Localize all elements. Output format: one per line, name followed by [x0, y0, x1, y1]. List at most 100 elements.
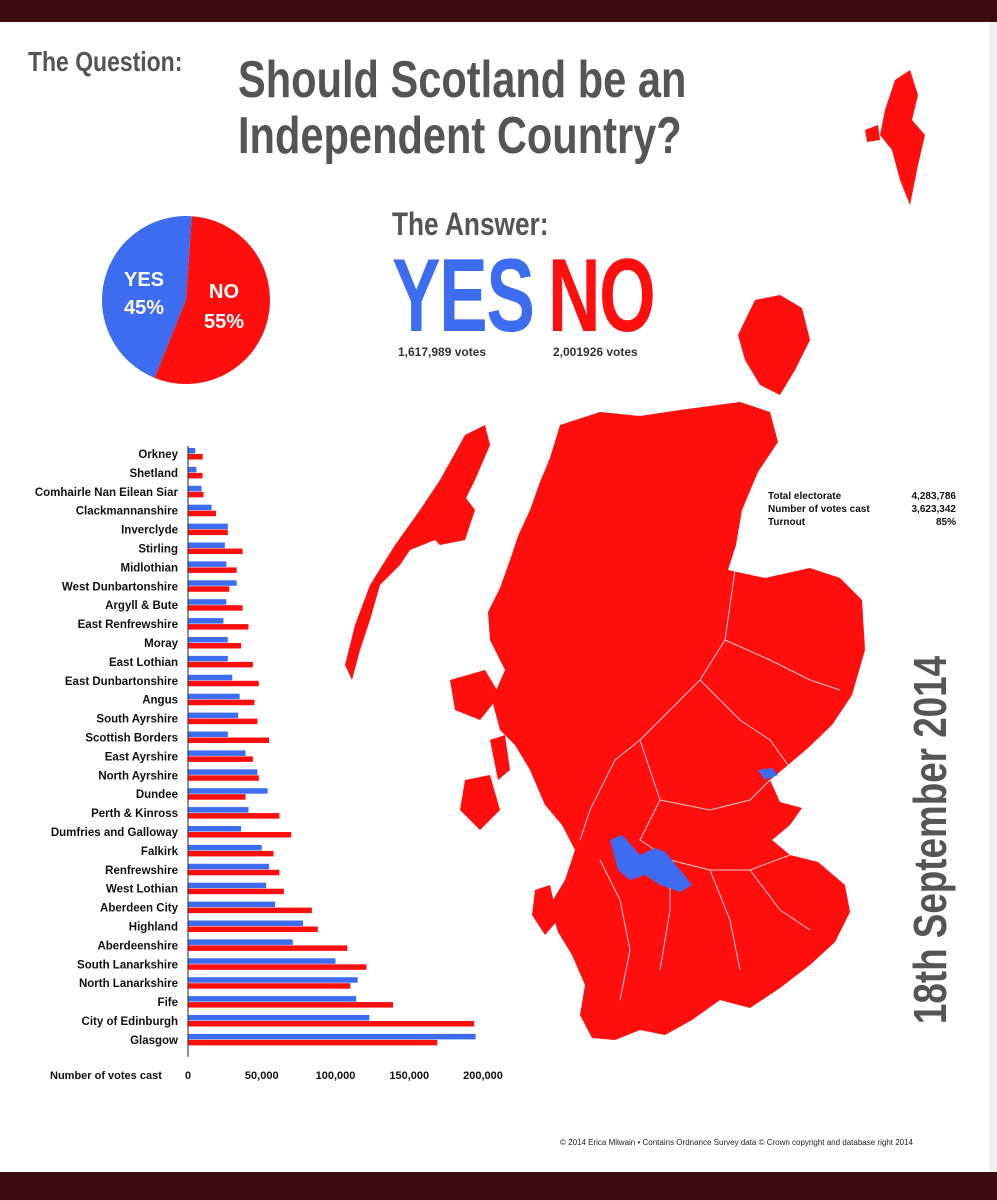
- x-tick-label: 100,000: [316, 1070, 356, 1082]
- bar-yes: [188, 731, 228, 737]
- bar-no: [188, 491, 204, 498]
- category-label: Glasgow: [130, 1035, 178, 1047]
- bar-yes: [188, 807, 249, 813]
- category-label: North Lanarkshire: [79, 978, 178, 990]
- bar-no: [188, 643, 242, 649]
- bar-yes: [188, 523, 228, 530]
- stat-row-turnout: Turnout 85%: [768, 516, 956, 529]
- bar-no: [188, 529, 228, 536]
- pie-no-label: NO: [209, 281, 239, 303]
- pie-slice-no: [154, 216, 270, 384]
- islay-island: [460, 775, 500, 830]
- bar-yes: [188, 750, 246, 756]
- category-label: East Renfrewshire: [78, 619, 178, 631]
- bar-no: [188, 983, 351, 989]
- bar-yes: [188, 958, 336, 964]
- category-label: Inverclyde: [121, 525, 178, 537]
- pie-slice-yes: [102, 216, 192, 378]
- bar-yes: [188, 844, 262, 851]
- category-label: Dundee: [136, 789, 178, 801]
- category-label: Argyll & Bute: [105, 600, 178, 612]
- x-tick-label: 200,000: [463, 1070, 503, 1082]
- bar-no: [188, 1021, 475, 1027]
- category-label: Scottish Borders: [85, 733, 178, 745]
- category-label: Angus: [142, 695, 178, 707]
- category-label: Shetland: [129, 468, 178, 480]
- result-pie-chart: YES 45% NO 55%: [102, 216, 270, 384]
- answer-label: The Answer:: [392, 206, 549, 242]
- no-heading: NO: [548, 238, 656, 354]
- category-label: Dumfries and Galloway: [51, 827, 179, 839]
- bar-yes: [188, 580, 237, 586]
- bar-yes: [188, 674, 233, 681]
- votes-by-council-bar-chart: Orkney Shetland Comhairle Nan Eilean Siar C…: [35, 446, 503, 1082]
- x-tick-label: 50,000: [245, 1070, 279, 1082]
- stat-row-votes-cast: Number of votes cast 3,623,342: [768, 503, 956, 516]
- shetland-islet: [865, 125, 880, 142]
- bar-yes: [188, 901, 276, 908]
- jura-island: [490, 735, 510, 780]
- bar-yes: [188, 882, 267, 889]
- bar-no: [188, 794, 246, 800]
- bar-no: [188, 888, 284, 895]
- bar-no: [188, 775, 259, 781]
- bar-no: [188, 945, 348, 951]
- arran-island: [532, 885, 558, 935]
- yes-area-dundee: [758, 768, 778, 780]
- stat-label: Number of votes cast: [768, 504, 870, 515]
- bar-no: [188, 1039, 438, 1046]
- mull-island: [450, 670, 500, 720]
- scotland-mainland: [488, 402, 865, 1040]
- category-label: Midlothian: [121, 562, 179, 574]
- category-label: Aberdeenshire: [97, 940, 178, 952]
- pie-yes-label: YES: [124, 269, 164, 291]
- bar-yes: [188, 485, 202, 492]
- skye-island: [425, 490, 475, 545]
- x-tick-label: 150,000: [389, 1070, 429, 1082]
- bar-yes: [188, 826, 242, 832]
- x-axis-label: Number of votes cast: [50, 1070, 162, 1082]
- bar-yes: [188, 977, 358, 983]
- category-label: Perth & Kinross: [91, 808, 178, 820]
- shetland-islands: [880, 70, 925, 205]
- top-frame-bar: [0, 0, 997, 22]
- category-label: Comhairle Nan Eilean Siar: [35, 487, 179, 499]
- category-label: East Ayrshire: [105, 751, 178, 763]
- bar-yes: [188, 466, 197, 473]
- bar-yes: [188, 996, 357, 1002]
- category-label: Stirling: [138, 544, 178, 556]
- right-edge-strip: [989, 22, 997, 1172]
- bar-yes: [188, 920, 304, 926]
- bar-no: [188, 548, 243, 554]
- no-vote-count: 2,001926 votes: [553, 345, 638, 359]
- bar-yes: [188, 561, 227, 567]
- bar-no: [188, 926, 318, 932]
- bar-yes: [188, 693, 240, 700]
- category-label: Clackmannanshire: [76, 506, 178, 518]
- bar-no: [188, 718, 258, 725]
- bar-no: [188, 869, 280, 876]
- bar-no: [188, 813, 280, 819]
- bar-no: [188, 737, 270, 743]
- bar-yes: [188, 618, 224, 624]
- category-label: Falkirk: [141, 846, 179, 858]
- category-label: Moray: [144, 638, 178, 650]
- yes-area-glasgow-region: [610, 835, 692, 892]
- pie-yes-percent: 45%: [124, 297, 164, 319]
- bar-yes: [188, 1015, 370, 1021]
- bar-yes: [188, 1033, 476, 1040]
- bottom-frame-bar: [0, 1172, 997, 1200]
- bar-no: [188, 454, 203, 460]
- bar-no: [188, 586, 230, 592]
- outer-hebrides: [345, 425, 490, 680]
- bar-no: [188, 907, 312, 914]
- stat-value: 3,623,342: [911, 504, 957, 515]
- stat-label: Turnout: [768, 517, 806, 528]
- pie-no-percent: 55%: [204, 311, 244, 333]
- category-label: City of Edinburgh: [82, 1016, 178, 1028]
- category-label: East Dunbartonshire: [65, 676, 178, 688]
- question-title: Should Scotland be an Independent Countr…: [238, 51, 687, 165]
- bar-no: [188, 472, 203, 479]
- category-label: West Dunbartonshire: [62, 581, 178, 593]
- category-label: North Ayrshire: [98, 770, 178, 782]
